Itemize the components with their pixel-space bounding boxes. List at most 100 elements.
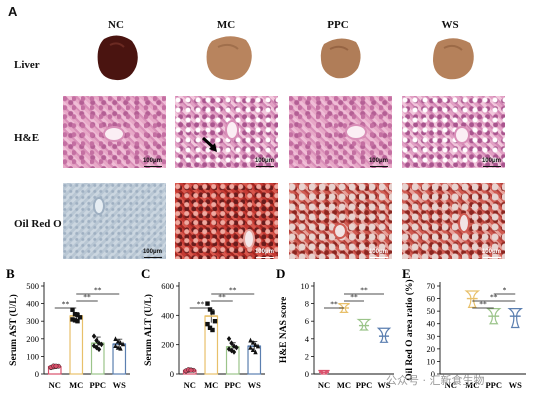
scale-bar [483, 257, 501, 258]
central-vein [345, 124, 367, 140]
panel-letter: C [141, 266, 150, 281]
scale-bar [483, 166, 501, 167]
watermark: 公众号 · 汇新食生物 [386, 374, 485, 387]
x-tick-label: NC [184, 380, 196, 390]
scale-label: 100μm [368, 158, 388, 164]
scale-bar [144, 257, 162, 258]
chart-b-ast: B 0 100 200 300 400 500 Serum AST (U/L) NC MC PPC W… [6, 266, 130, 390]
scale-label: 100μm [142, 249, 162, 255]
col-head-nc: NC [108, 19, 124, 31]
significance-label: ** [330, 300, 338, 309]
data-point [72, 311, 78, 317]
x-tick-label: PPC [485, 380, 502, 390]
significance-label: * [503, 286, 507, 295]
y-tick-label: 30 [427, 331, 436, 341]
significance-label: ** [197, 300, 205, 309]
row-head-liver: Liver [14, 59, 40, 71]
liver-photo-ppc [320, 38, 361, 79]
data-point [248, 345, 253, 350]
y-tick-label: 500 [26, 281, 39, 291]
data-point [113, 343, 118, 349]
data-point [205, 301, 210, 306]
y-tick-label: 400 [26, 299, 39, 309]
y-tick-label: 200 [26, 334, 39, 344]
data-point [250, 347, 256, 352]
panel-letter: B [6, 266, 15, 281]
data-point [248, 337, 253, 343]
y-axis-label: Serum ALT (U/L) [143, 294, 154, 366]
row-head-oilredo: Oil Red O [14, 218, 62, 230]
significance-label: ** [218, 293, 226, 302]
data-point [91, 333, 97, 339]
he-image-nc: 100μm [63, 96, 166, 168]
y-tick-label: 6 [305, 316, 309, 326]
scale-bar [256, 166, 274, 167]
x-tick-label: WS [377, 380, 391, 390]
chart-e-oilredo-ratio: E 0 10 20 30 40 50 60 70 Oil Red O area ratio (%)… [402, 266, 526, 390]
liver-photo-nc [97, 35, 138, 81]
data-point [253, 349, 258, 355]
data-point [231, 343, 237, 349]
violin [338, 303, 350, 313]
oilredo-image-ws: 100μm [402, 183, 505, 259]
data-point [115, 345, 121, 350]
data-point [188, 367, 194, 373]
panel-letter: D [276, 266, 285, 281]
data-point [72, 318, 78, 323]
data-point [113, 336, 118, 341]
panel-a-letter: A [8, 4, 18, 19]
bar [69, 315, 84, 375]
scale-label: 100μm [142, 158, 162, 164]
y-tick-label: 10 [301, 281, 310, 291]
significance-label: ** [83, 293, 91, 302]
x-tick-label: PPC [224, 380, 241, 390]
violin [464, 290, 481, 308]
data-point [255, 343, 261, 349]
x-tick-label: NC [49, 380, 61, 390]
y-tick-label: 60 [427, 294, 436, 304]
scale-bar [256, 257, 274, 258]
x-tick-label: MC [204, 380, 218, 390]
data-point [77, 315, 83, 320]
y-axis-label: Serum AST (U/L) [8, 294, 19, 366]
data-point [99, 341, 104, 348]
significance-label: ** [94, 286, 102, 295]
vessel [243, 229, 255, 249]
vessel [333, 223, 347, 239]
scale-label: 100μm [254, 249, 274, 255]
y-tick-label: 10 [427, 356, 436, 366]
col-head-mc: MC [216, 19, 236, 31]
data-point [207, 325, 213, 330]
violin [376, 327, 392, 343]
y-tick-label: 0 [35, 369, 39, 379]
y-tick-label: 0 [305, 369, 309, 379]
violin [507, 308, 524, 329]
y-tick-label: 40 [427, 319, 436, 329]
data-point [229, 340, 234, 346]
data-point [229, 347, 234, 354]
significance-label: ** [62, 300, 70, 309]
significance-label: ** [479, 300, 487, 309]
y-tick-label: 2 [305, 351, 309, 361]
vessel [458, 213, 470, 233]
he-image-mc: 100μm [175, 96, 278, 168]
y-axis-label: Oil Red O area ratio (%) [404, 279, 415, 380]
scale-label: 100μm [368, 249, 388, 255]
data-point [120, 341, 126, 347]
violin [356, 318, 372, 331]
row-head-he: H&E [14, 132, 40, 144]
significance-label: ** [229, 286, 237, 295]
data-point [210, 310, 215, 315]
data-point [53, 363, 59, 369]
data-point [212, 319, 218, 324]
x-tick-label: WS [113, 380, 127, 390]
data-point [118, 340, 123, 345]
y-tick-label: 8 [305, 299, 309, 309]
panel-letter: E [402, 266, 411, 281]
data-point [118, 345, 123, 351]
x-tick-label: NC [318, 380, 330, 390]
significance-label: ** [490, 293, 498, 302]
significance-label: ** [350, 293, 358, 302]
scale-label: 100μm [481, 158, 501, 164]
data-point [75, 312, 80, 318]
